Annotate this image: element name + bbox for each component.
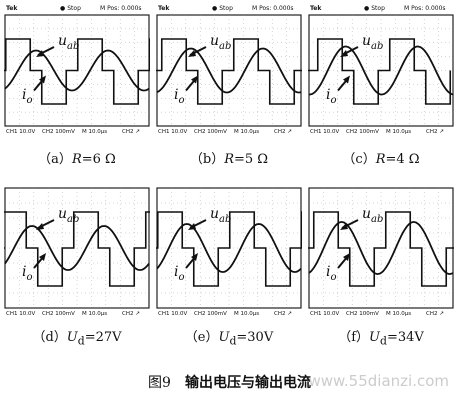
- scope-panel-e: CH1 10.0V CH2 100mV M 10.0μs CH2 ↗ uab io: [156, 184, 302, 320]
- scope-panel-c: Tek Stop M Pos: 0.000s CH1 10.0V CH2 100…: [308, 4, 454, 140]
- current-trace: [308, 221, 454, 275]
- ch1-scale: CH1 10.0V: [310, 129, 340, 135]
- scope-mpos: M Pos: 0.000s: [252, 5, 294, 12]
- time-scale: M 10.0μs: [386, 129, 412, 135]
- voltage-trace: [156, 38, 302, 105]
- ch2-scale: CH2 100mV: [194, 311, 227, 317]
- voltage-label: uab: [210, 33, 232, 52]
- ch2-trigger: CH2 ↗: [274, 311, 292, 317]
- ch1-scale: CH1 10.0V: [6, 311, 36, 317]
- scope-footer: CH1 10.0V CH2 100mV M 10.0μs CH2 ↗: [308, 310, 454, 320]
- scope-footer: CH1 10.0V CH2 100mV M 10.0μs CH2 ↗: [308, 128, 454, 138]
- ch2-scale: CH2 100mV: [42, 311, 75, 317]
- scope-mpos: M Pos: 0.000s: [100, 5, 142, 12]
- ch2-trigger: CH2 ↗: [426, 129, 444, 135]
- caption-a: （a）R=6 Ω: [38, 152, 116, 167]
- current-arrowhead: [39, 75, 46, 84]
- scope-footer: CH1 10.0V CH2 100mV M 10.0μs CH2 ↗: [4, 310, 150, 320]
- ch1-scale: CH1 10.0V: [158, 129, 188, 135]
- scope-footer: CH1 10.0V CH2 100mV M 10.0μs CH2 ↗: [4, 128, 150, 138]
- ch2-scale: CH2 100mV: [194, 129, 227, 135]
- ch2-trigger: CH2 ↗: [122, 129, 140, 135]
- current-label: io: [326, 86, 337, 106]
- scope-display: [156, 14, 302, 127]
- caption-d: （d）Ud=27V: [32, 330, 122, 348]
- voltage-label: uab: [58, 33, 80, 52]
- time-scale: M 10.0μs: [234, 129, 260, 135]
- time-scale: M 10.0μs: [82, 129, 108, 135]
- voltage-arrowhead: [188, 223, 196, 230]
- scope-panel-b: Tek Stop M Pos: 0.000s CH1 10.0V CH2 100…: [156, 4, 302, 140]
- scope-display: [308, 14, 454, 127]
- scope-header: Tek Stop M Pos: 0.000s: [4, 4, 150, 14]
- voltage-label: uab: [58, 206, 80, 225]
- ch2-scale: CH2 100mV: [346, 311, 379, 317]
- voltage-trace: [156, 211, 302, 287]
- scope-display: [156, 187, 302, 309]
- current-arrowhead: [191, 75, 198, 84]
- current-trace: [309, 45, 454, 96]
- caption-e: （e）Ud=30V: [184, 330, 274, 348]
- current-label: io: [174, 86, 185, 106]
- watermark: www.55dianzi.com: [308, 372, 449, 390]
- voltage-arrowhead: [188, 50, 196, 57]
- scope-display: [4, 187, 150, 309]
- time-scale: M 10.0μs: [386, 311, 412, 317]
- scope-status: Stop: [212, 5, 233, 12]
- current-label: io: [22, 264, 33, 283]
- voltage-arrowhead: [340, 50, 348, 57]
- voltage-label: uab: [210, 206, 232, 225]
- scope-header: Tek Stop M Pos: 0.000s: [308, 4, 454, 14]
- ch1-scale: CH1 10.0V: [6, 129, 36, 135]
- voltage-label: uab: [362, 206, 384, 225]
- caption-f: （f）Ud=34V: [338, 330, 424, 348]
- scope-brand: Tek: [6, 5, 18, 12]
- voltage-label: uab: [362, 33, 384, 52]
- scope-status: Stop: [60, 5, 81, 12]
- scope-footer: CH1 10.0V CH2 100mV M 10.0μs CH2 ↗: [156, 310, 302, 320]
- ch1-scale: CH1 10.0V: [310, 311, 340, 317]
- voltage-arrowhead: [36, 223, 44, 230]
- caption-b: （b）R=5 Ω: [189, 152, 269, 167]
- scope-mpos: M Pos: 0.000s: [404, 5, 446, 12]
- scope-status: Stop: [364, 5, 385, 12]
- scope-header: Tek Stop M Pos: 0.000s: [156, 4, 302, 14]
- time-scale: M 10.0μs: [82, 311, 108, 317]
- ch2-scale: CH2 100mV: [42, 129, 75, 135]
- scope-footer: CH1 10.0V CH2 100mV M 10.0μs CH2 ↗: [156, 128, 302, 138]
- voltage-arrowhead: [36, 50, 44, 57]
- scope-display: [308, 187, 454, 309]
- voltage-trace: [4, 38, 150, 105]
- ch2-scale: CH2 100mV: [346, 129, 379, 135]
- figure-title: 输出电压与输出电流: [184, 375, 311, 391]
- current-arrowhead: [39, 253, 46, 261]
- current-arrowhead: [191, 253, 198, 261]
- current-label: io: [174, 264, 185, 283]
- scope-brand: Tek: [158, 5, 170, 12]
- current-trace: [4, 225, 150, 271]
- figure-number: 图9: [148, 375, 171, 391]
- voltage-trace: [308, 211, 454, 287]
- caption-c: （c）R=4 Ω: [342, 152, 420, 167]
- current-trace: [156, 223, 302, 273]
- current-trace: [156, 47, 302, 94]
- scope-display: [4, 14, 150, 127]
- voltage-trace: [4, 211, 150, 287]
- ch2-trigger: CH2 ↗: [426, 311, 444, 317]
- figure-caption: 图9 输出电压与输出电流: [0, 372, 459, 392]
- ch1-scale: CH1 10.0V: [158, 311, 188, 317]
- current-arrowhead: [343, 253, 350, 261]
- scope-brand: Tek: [310, 5, 322, 12]
- voltage-arrowhead: [340, 223, 348, 230]
- scope-panel-a: Tek Stop M Pos: 0.000s CH1 10.0V CH2 100…: [4, 4, 150, 140]
- scope-panel-f: CH1 10.0V CH2 100mV M 10.0μs CH2 ↗ uab io: [308, 184, 454, 320]
- scope-panel-d: CH1 10.0V CH2 100mV M 10.0μs CH2 ↗ uab io: [4, 184, 150, 320]
- current-label: io: [22, 86, 33, 106]
- ch2-trigger: CH2 ↗: [274, 129, 292, 135]
- time-scale: M 10.0μs: [234, 311, 260, 317]
- current-trace: [4, 49, 150, 92]
- current-arrowhead: [343, 75, 350, 84]
- current-label: io: [326, 264, 337, 283]
- ch2-trigger: CH2 ↗: [122, 311, 140, 317]
